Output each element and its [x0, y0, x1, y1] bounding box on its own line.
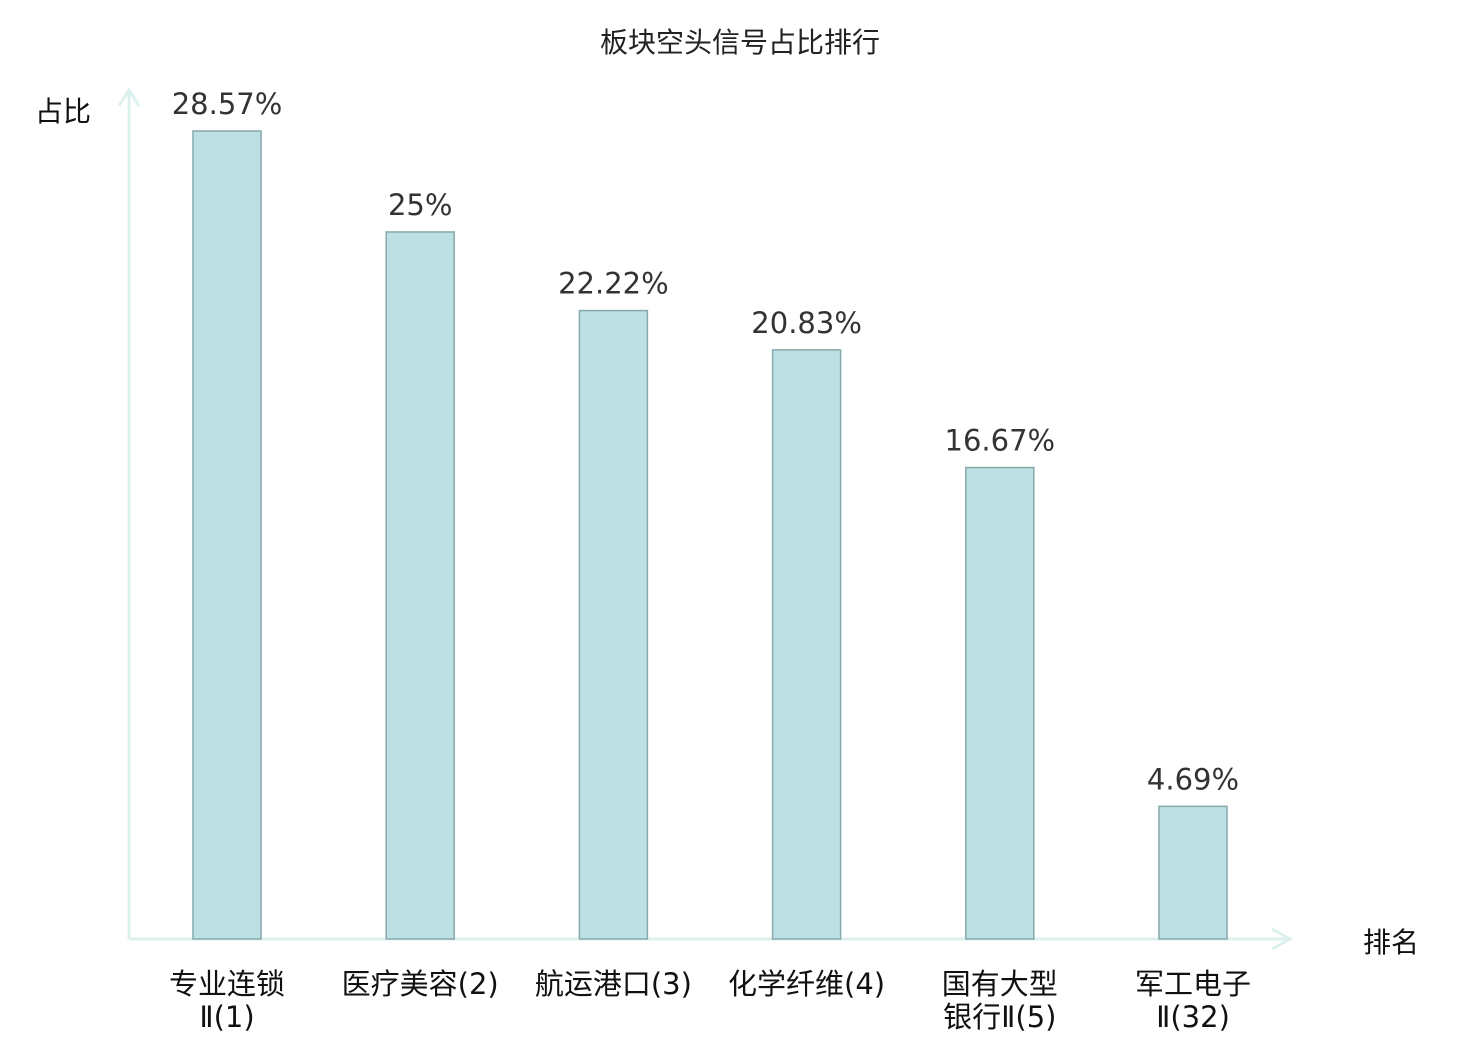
data-label: 4.69% — [1147, 762, 1239, 796]
bar — [771, 349, 842, 940]
bar — [965, 466, 1035, 940]
data-label: 16.67% — [945, 424, 1056, 458]
data-label: 22.22% — [558, 267, 669, 301]
chart-title: 板块空头信号占比排行 — [600, 26, 880, 59]
bar — [192, 130, 262, 940]
x-tick-label: 航运港口(3) — [535, 967, 692, 1001]
y-axis-arrow — [117, 87, 141, 107]
data-label: 25% — [388, 188, 452, 222]
bar — [385, 231, 455, 940]
x-tick-label: 国有大型银行Ⅱ(5) — [942, 967, 1058, 1034]
x-tick-label: 化学纤维(4) — [728, 967, 885, 1001]
x-tick-label: 医疗美容(2) — [342, 967, 499, 1001]
x-tick-label: 军工电子 Ⅱ(32) — [1135, 967, 1251, 1034]
x-tick-label: 专业连锁 Ⅱ(1) — [169, 967, 285, 1034]
bar — [578, 309, 649, 940]
y-axis-label: 占比 — [35, 95, 91, 128]
data-label: 28.57% — [172, 87, 283, 121]
x-axis-arrow — [1271, 927, 1294, 951]
x-axis-label: 排名 — [1363, 926, 1419, 959]
data-label: 20.83% — [751, 306, 862, 340]
bar — [1158, 805, 1228, 940]
